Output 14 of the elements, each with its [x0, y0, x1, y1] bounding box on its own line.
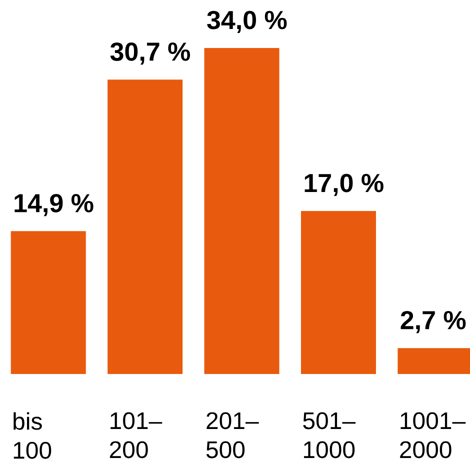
bar	[108, 80, 183, 374]
data-label: 34,0 %	[207, 10, 287, 34]
x-tick-label: 1001–2000	[400, 412, 466, 458]
data-label: 30,7 %	[110, 42, 190, 65]
bar	[10, 231, 86, 374]
x-tick-label: 501–1000	[303, 412, 356, 458]
x-tick-label: 201–500	[206, 412, 259, 458]
data-label: 17,0 %	[304, 174, 384, 196]
data-label: 2,7 %	[400, 310, 466, 334]
data-label: 14,9 %	[14, 194, 94, 216]
bar	[204, 48, 280, 374]
x-tick-label: bis 100	[14, 412, 52, 459]
bar	[300, 211, 376, 374]
x-tick-label: 101–200	[110, 412, 162, 458]
